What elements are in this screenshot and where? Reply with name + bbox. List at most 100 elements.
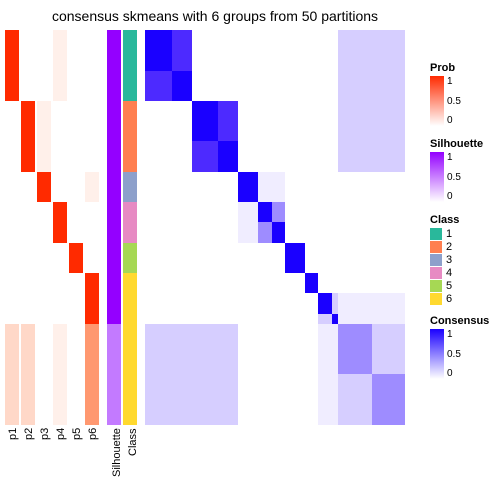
anno-cell bbox=[107, 71, 121, 81]
anno-cell bbox=[37, 263, 51, 273]
anno-cell bbox=[69, 192, 83, 202]
anno-cell bbox=[5, 182, 19, 192]
anno-cell bbox=[21, 81, 35, 91]
anno-cell bbox=[5, 111, 19, 121]
anno-cell bbox=[37, 172, 51, 182]
anno-cell bbox=[69, 50, 83, 60]
legend-swatch: 3 bbox=[430, 254, 502, 266]
anno-cell bbox=[53, 50, 67, 60]
anno-cell bbox=[5, 30, 19, 40]
anno-cell bbox=[107, 314, 121, 324]
x-axis-labels: p1p2p3p4p5p6SilhouetteClass bbox=[5, 428, 141, 498]
anno-cell bbox=[107, 212, 121, 222]
anno-cell bbox=[5, 121, 19, 131]
anno-cell bbox=[21, 91, 35, 101]
anno-cell bbox=[123, 354, 137, 364]
x-label: p2 bbox=[21, 428, 37, 498]
anno-cell bbox=[5, 415, 19, 425]
anno-cell bbox=[37, 364, 51, 374]
anno-cell bbox=[53, 283, 67, 293]
anno-cell bbox=[53, 395, 67, 405]
anno-cell bbox=[85, 314, 99, 324]
anno-cell bbox=[53, 121, 67, 131]
anno-cell bbox=[5, 40, 19, 50]
anno-cell bbox=[37, 81, 51, 91]
anno-cell bbox=[21, 162, 35, 172]
anno-cell bbox=[5, 131, 19, 141]
anno-cell bbox=[123, 172, 137, 182]
anno-cell bbox=[21, 334, 35, 344]
legend-silhouette: Silhouette10.50 bbox=[430, 138, 502, 204]
anno-cell bbox=[37, 141, 51, 151]
anno-cell bbox=[53, 202, 67, 212]
anno-cell bbox=[37, 384, 51, 394]
anno-cell bbox=[21, 202, 35, 212]
anno-cell bbox=[69, 334, 83, 344]
anno-cell bbox=[107, 162, 121, 172]
anno-cell bbox=[85, 121, 99, 131]
anno-cell bbox=[123, 101, 137, 111]
anno-cell bbox=[107, 283, 121, 293]
annotation-col-p6 bbox=[85, 30, 99, 425]
anno-cell bbox=[5, 273, 19, 283]
anno-cell bbox=[123, 334, 137, 344]
anno-cell bbox=[53, 384, 67, 394]
anno-cell bbox=[21, 152, 35, 162]
anno-cell bbox=[37, 405, 51, 415]
anno-cell bbox=[5, 324, 19, 334]
anno-cell bbox=[69, 395, 83, 405]
anno-cell bbox=[21, 141, 35, 151]
anno-cell bbox=[53, 233, 67, 243]
legend-swatch: 6 bbox=[430, 293, 502, 305]
anno-cell bbox=[69, 212, 83, 222]
anno-cell bbox=[107, 334, 121, 344]
anno-cell bbox=[5, 364, 19, 374]
anno-cell bbox=[53, 314, 67, 324]
anno-cell bbox=[107, 60, 121, 70]
anno-cell bbox=[53, 263, 67, 273]
anno-cell bbox=[53, 91, 67, 101]
anno-cell bbox=[107, 131, 121, 141]
anno-cell bbox=[5, 222, 19, 232]
anno-cell bbox=[85, 263, 99, 273]
anno-cell bbox=[107, 30, 121, 40]
anno-cell bbox=[5, 405, 19, 415]
anno-cell bbox=[37, 303, 51, 313]
anno-cell bbox=[107, 364, 121, 374]
x-label: Class bbox=[125, 428, 141, 498]
anno-cell bbox=[5, 384, 19, 394]
anno-cell bbox=[85, 162, 99, 172]
anno-cell bbox=[69, 172, 83, 182]
anno-cell bbox=[107, 141, 121, 151]
anno-cell bbox=[37, 131, 51, 141]
legends: Prob10.50Silhouette10.50Class123456Conse… bbox=[430, 62, 502, 391]
anno-cell bbox=[123, 303, 137, 313]
anno-cell bbox=[123, 131, 137, 141]
anno-cell bbox=[5, 141, 19, 151]
anno-cell bbox=[37, 162, 51, 172]
anno-cell bbox=[5, 253, 19, 263]
legend-swatch: 5 bbox=[430, 280, 502, 292]
anno-cell bbox=[21, 253, 35, 263]
legend-gradient bbox=[430, 152, 444, 202]
anno-cell bbox=[123, 141, 137, 151]
anno-cell bbox=[5, 314, 19, 324]
annotation-col-silhouette bbox=[107, 30, 121, 425]
anno-cell bbox=[85, 395, 99, 405]
anno-cell bbox=[69, 384, 83, 394]
anno-cell bbox=[21, 354, 35, 364]
anno-cell bbox=[21, 121, 35, 131]
legend-title: Silhouette bbox=[430, 138, 502, 150]
anno-cell bbox=[85, 172, 99, 182]
anno-cell bbox=[37, 30, 51, 40]
anno-cell bbox=[69, 405, 83, 415]
anno-cell bbox=[21, 293, 35, 303]
anno-cell bbox=[69, 91, 83, 101]
anno-cell bbox=[107, 202, 121, 212]
anno-cell bbox=[53, 162, 67, 172]
anno-cell bbox=[21, 222, 35, 232]
anno-cell bbox=[107, 233, 121, 243]
anno-cell bbox=[53, 40, 67, 50]
anno-cell bbox=[107, 303, 121, 313]
anno-cell bbox=[85, 384, 99, 394]
